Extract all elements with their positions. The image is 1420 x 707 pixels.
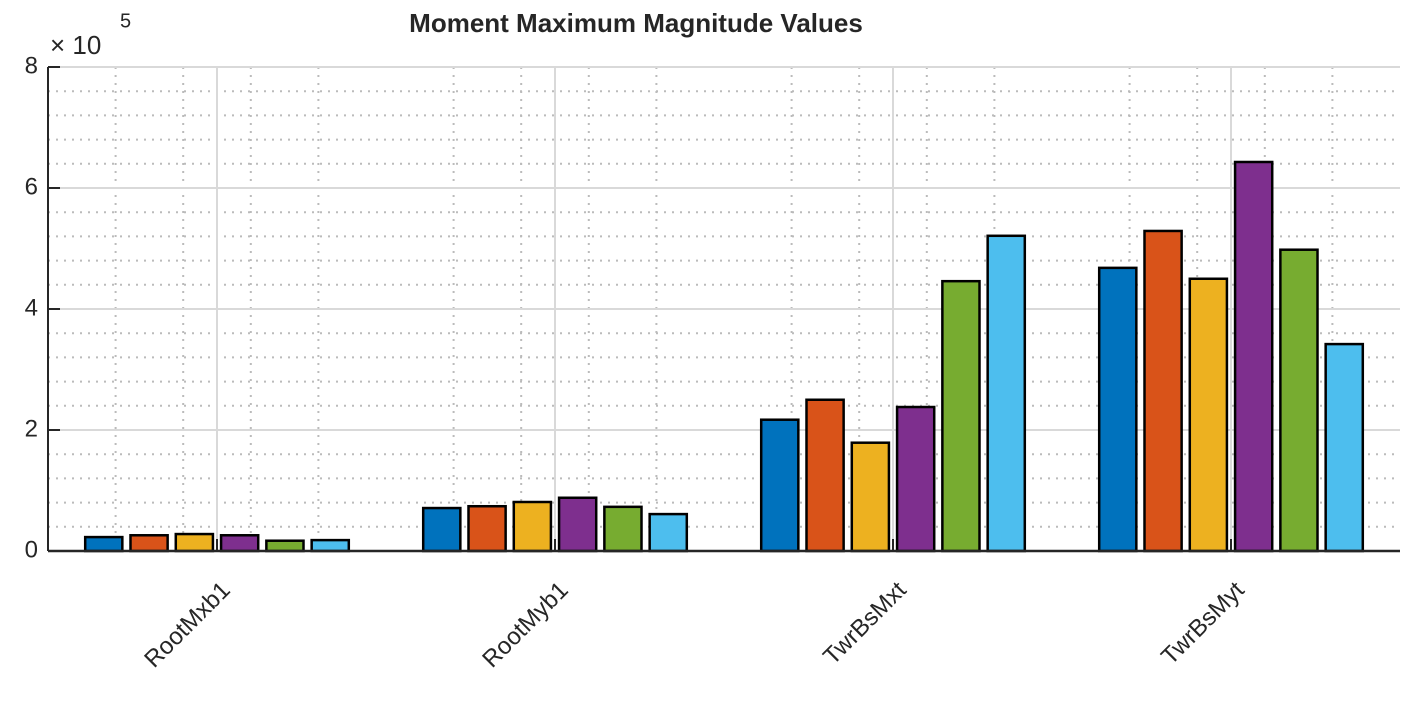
y-exponent-base: × 10 xyxy=(50,30,101,60)
bar xyxy=(1233,160,1274,553)
bar xyxy=(941,279,981,553)
bar xyxy=(986,234,1027,553)
bar xyxy=(1279,248,1319,553)
x-tick-label: TwrBsMxt xyxy=(818,576,912,670)
y-tick-label: 0 xyxy=(25,536,38,563)
chart-title: Moment Maximum Magnitude Values xyxy=(409,8,863,38)
y-tick-label: 4 xyxy=(25,294,38,321)
bar xyxy=(421,506,462,553)
x-tick-label: RootMxb1 xyxy=(139,577,235,673)
y-tick-label: 2 xyxy=(25,415,38,442)
bar xyxy=(895,405,936,553)
bar xyxy=(83,535,124,553)
bar xyxy=(129,534,169,553)
bar xyxy=(648,512,689,553)
bar xyxy=(174,532,215,553)
bar xyxy=(850,441,891,553)
bar xyxy=(1188,277,1229,553)
bar xyxy=(219,534,260,553)
bar xyxy=(805,398,845,553)
bar xyxy=(1143,229,1183,553)
y-tick-label: 6 xyxy=(25,173,38,200)
y-exponent: 5 xyxy=(120,10,131,32)
y-tick-label: 8 xyxy=(25,52,38,79)
x-tick-label: RootMyb1 xyxy=(477,577,573,673)
bar xyxy=(557,496,598,553)
x-tick-label: TwrBsMyt xyxy=(1156,576,1250,670)
bar xyxy=(603,505,643,553)
bar xyxy=(512,500,553,553)
bar xyxy=(1324,342,1365,553)
bar xyxy=(1097,266,1138,553)
bar xyxy=(265,539,305,553)
bar xyxy=(759,418,800,553)
bar xyxy=(310,538,351,553)
bar xyxy=(467,504,507,553)
